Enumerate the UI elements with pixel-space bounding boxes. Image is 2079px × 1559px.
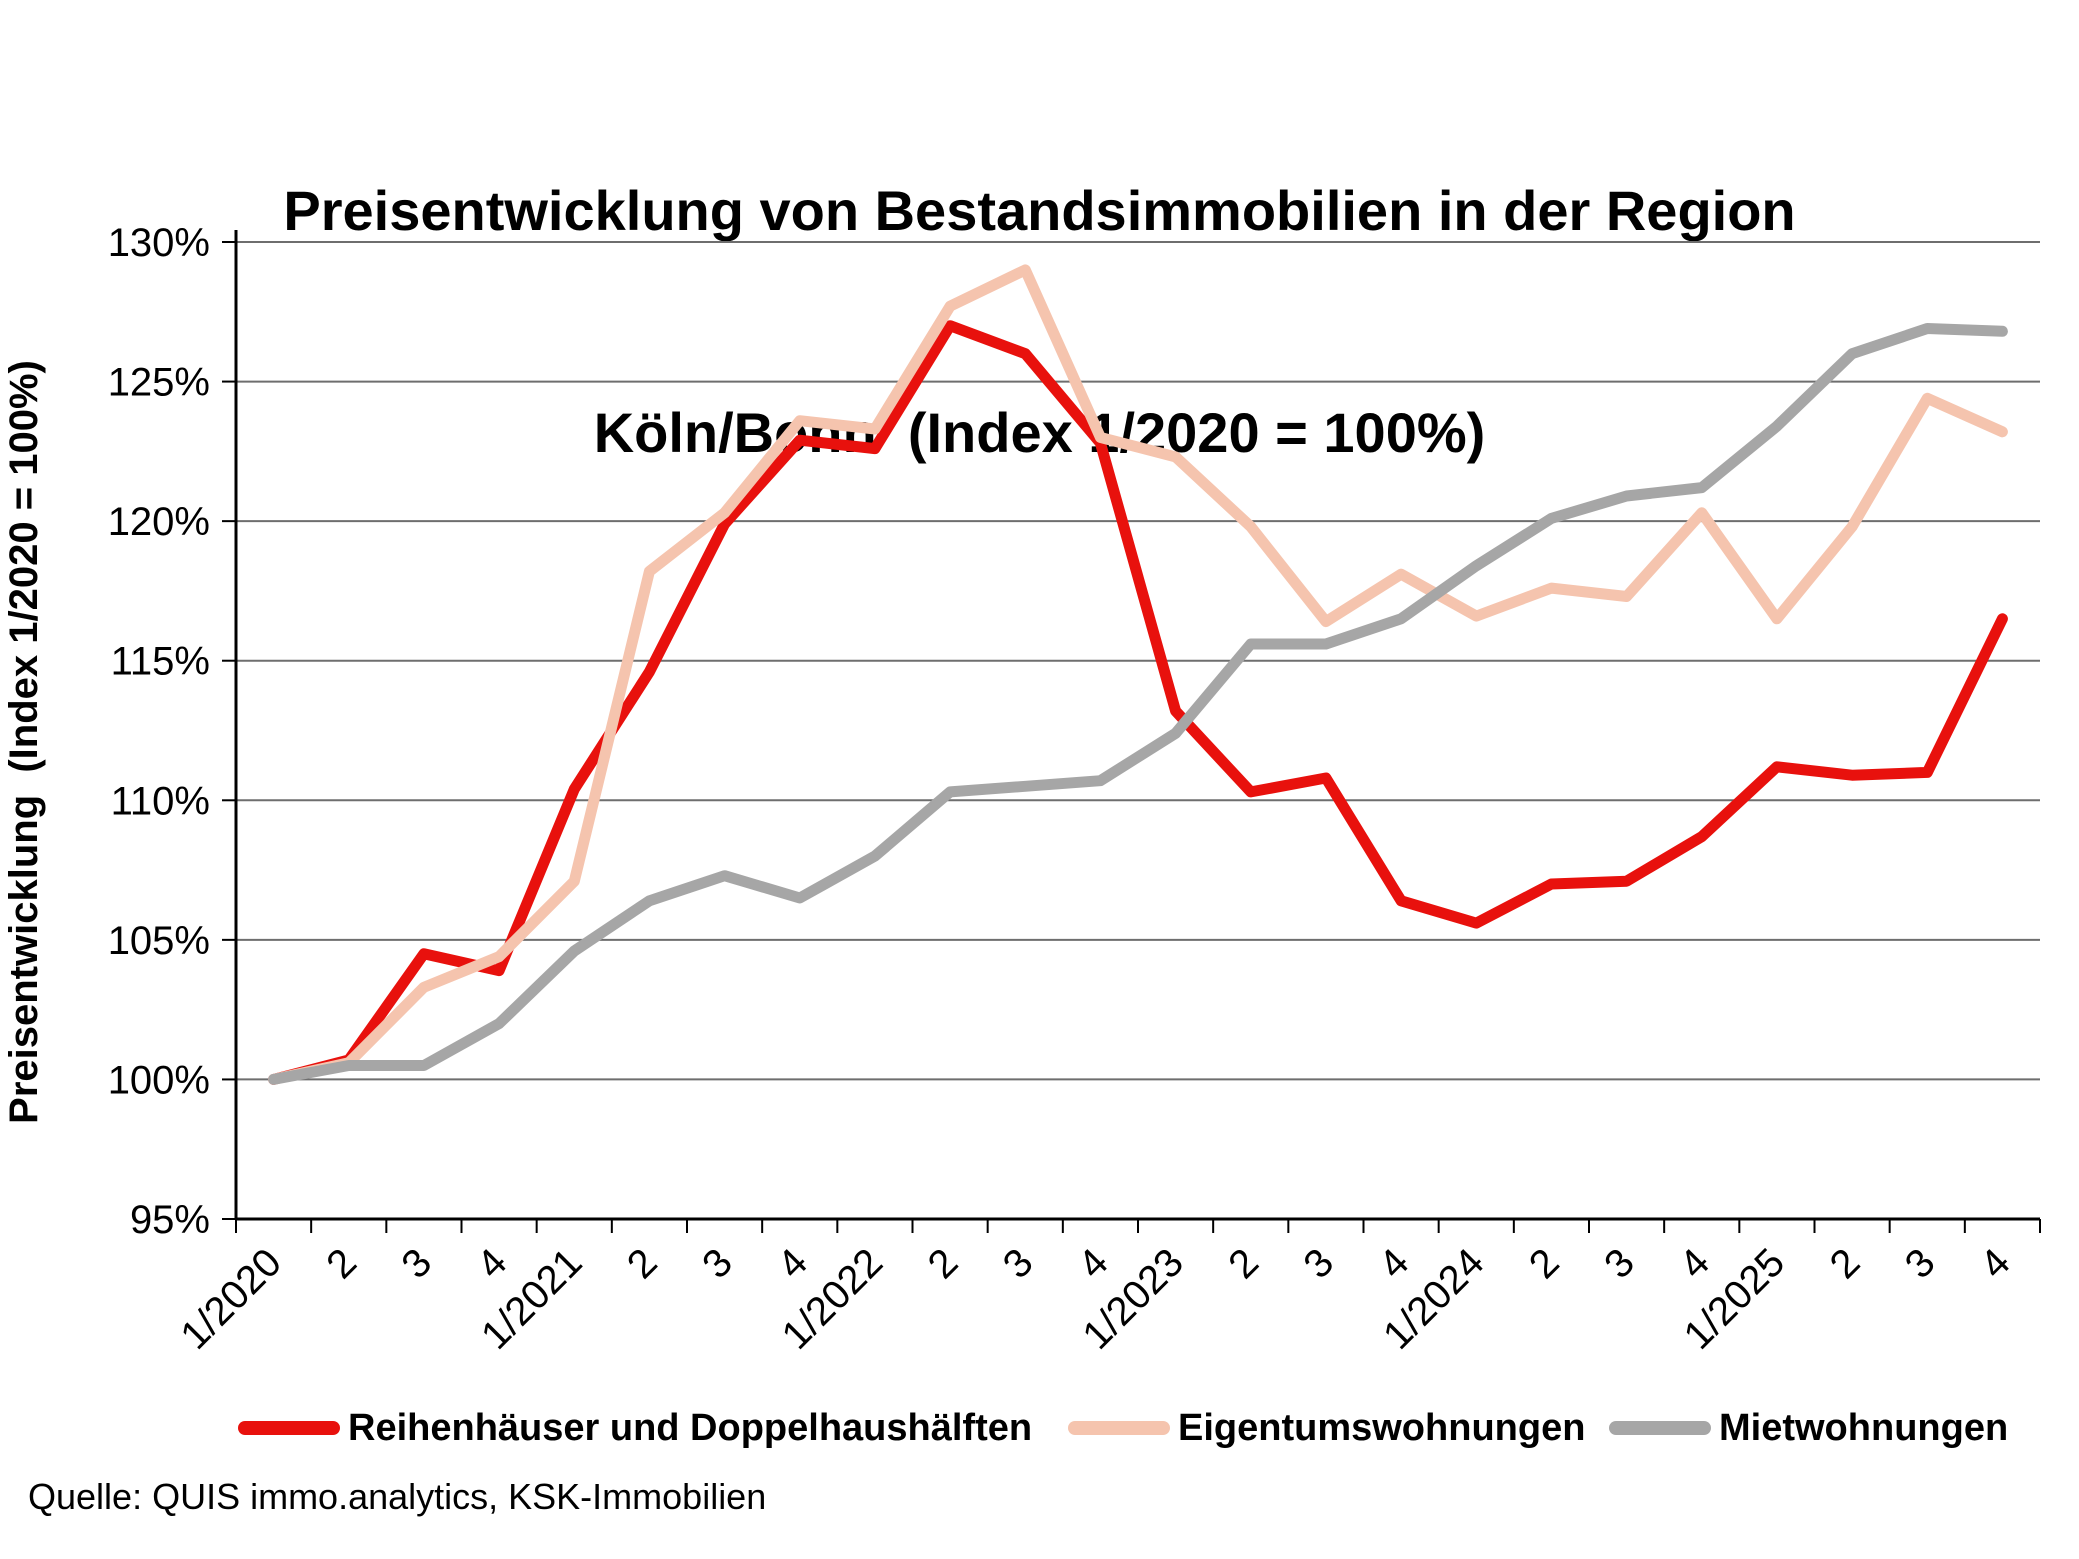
x-tick-label: 2 (1822, 1240, 1869, 1287)
legend-item-reihenhaeuser: Reihenhäuser und Doppelhaushälften (238, 1404, 1032, 1452)
y-tick-label: 115% (111, 640, 210, 684)
x-tick-label: 1/2020 (172, 1240, 290, 1358)
legend-swatch-eigentumswohnungen (1068, 1421, 1170, 1435)
chart-title: Preisentwicklung von Bestandsimmobilien … (0, 26, 2079, 617)
y-tick-label: 100% (108, 1058, 210, 1102)
legend-label-eigentumswohnungen: Eigentumswohnungen (1178, 1406, 1586, 1449)
x-tick-label: 2 (920, 1240, 967, 1287)
x-tick-label: 3 (694, 1240, 741, 1287)
chart-title-line-1: Preisentwicklung von Bestandsimmobilien … (283, 178, 1796, 242)
x-tick-label: 3 (995, 1240, 1042, 1287)
x-tick-label: 2 (318, 1240, 365, 1287)
x-tick-label: 3 (393, 1240, 440, 1287)
legend-swatch-mietwohnungen (1609, 1421, 1711, 1435)
x-tick-label: 4 (1972, 1240, 2019, 1287)
x-tick-label: 2 (619, 1240, 666, 1287)
series-line-2 (268, 323, 2008, 1085)
y-tick-label: 125% (108, 361, 210, 405)
legend-item-eigentumswohnungen: Eigentumswohnungen (1068, 1404, 1585, 1452)
y-tick-label: 130% (108, 221, 210, 265)
source-note: Quelle: QUIS immo.analytics, KSK-Immobil… (28, 1476, 767, 1517)
x-tick-label: 4 (769, 1240, 816, 1287)
y-tick-label: 105% (108, 919, 210, 963)
legend-label-mietwohnungen: Mietwohnungen (1719, 1406, 2009, 1449)
y-tick-label: 120% (108, 500, 210, 544)
legend-label-reihenhaeuser: Reihenhäuser und Doppelhaushälften (348, 1406, 1033, 1449)
x-tick-label: 2 (1220, 1240, 1267, 1287)
legend-item-mietwohnungen: Mietwohnungen (1609, 1404, 2008, 1452)
x-tick-label: 4 (1671, 1240, 1718, 1287)
x-tick-label: 3 (1295, 1240, 1342, 1287)
y-tick-label: 95% (130, 1198, 210, 1242)
legend-swatch-reihenhaeuser (238, 1421, 340, 1435)
x-tick-label: 4 (1070, 1240, 1117, 1287)
x-tick-label: 4 (469, 1240, 516, 1287)
series-line-1 (268, 264, 2008, 1085)
series-line-0 (268, 320, 2008, 1085)
x-tick-label: 3 (1897, 1240, 1944, 1287)
x-tick-label: 2 (1521, 1240, 1568, 1287)
x-tick-label: 4 (1371, 1240, 1418, 1287)
y-tick-label: 110% (111, 779, 210, 823)
x-tick-label: 3 (1596, 1240, 1643, 1287)
chart-title-line-2: Köln/Bonn (Index 1/2020 = 100%) (593, 400, 1486, 464)
